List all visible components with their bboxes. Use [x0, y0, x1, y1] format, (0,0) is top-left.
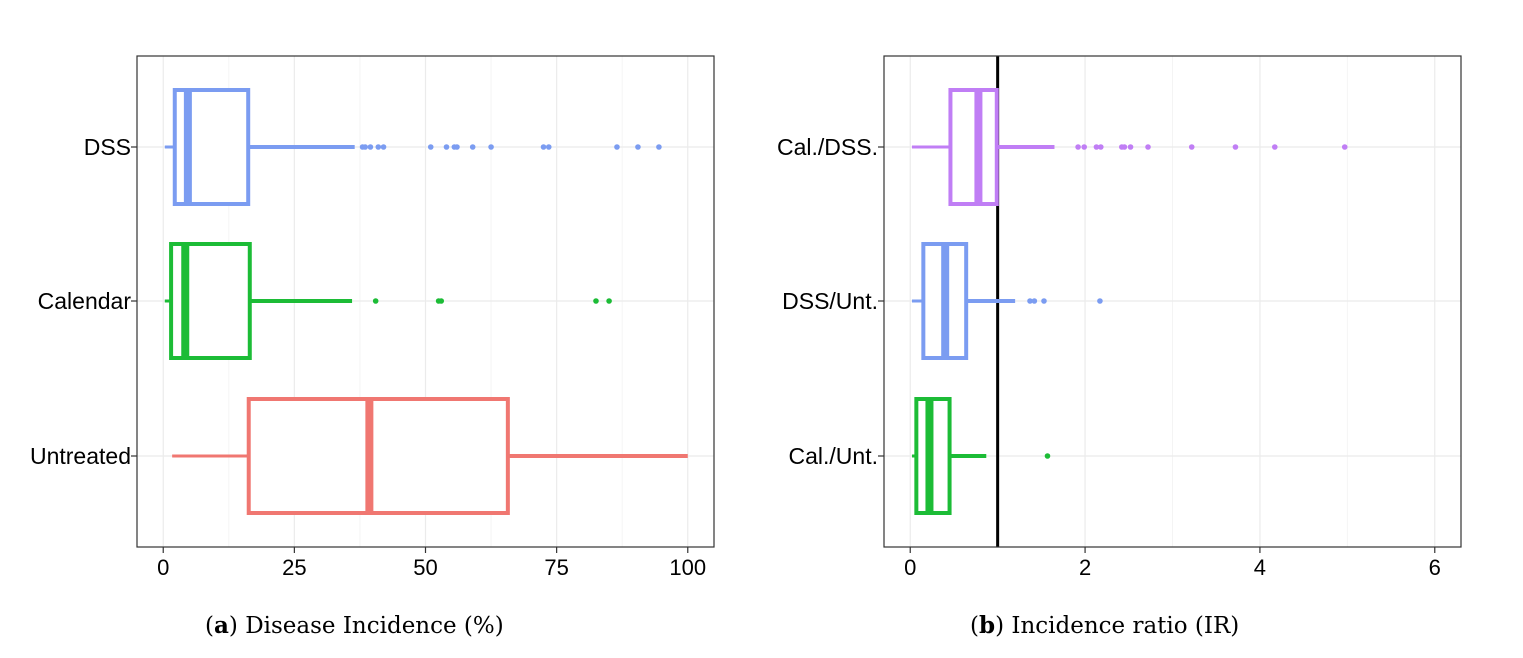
outlier-point	[1127, 144, 1134, 150]
outlier-point	[540, 144, 547, 150]
box-cal-dss	[911, 88, 1348, 206]
outlier-point	[1041, 298, 1047, 304]
outlier-point	[488, 144, 494, 150]
x-tick-label: 75	[544, 555, 568, 580]
outlier-point	[1093, 144, 1100, 150]
outlier-point	[1027, 298, 1033, 304]
y-category-label: Calendar	[38, 288, 132, 314]
outlier-point	[614, 144, 620, 150]
outlier-point	[362, 144, 368, 150]
outlier-point	[443, 144, 450, 150]
outlier-point	[1188, 144, 1195, 150]
x-tick-label: 100	[669, 555, 706, 580]
outlier-point	[427, 144, 434, 150]
outlier-point	[635, 144, 641, 150]
outlier-point	[606, 298, 612, 304]
outlier-point	[1097, 298, 1103, 304]
y-category-label: DSS	[84, 134, 131, 160]
outlier-point	[1341, 144, 1348, 150]
outlier-point	[545, 144, 552, 150]
outlier-point	[1121, 144, 1128, 150]
caption-a-letter: a	[213, 612, 229, 639]
outlier-point	[1145, 144, 1151, 150]
outlier-point	[469, 144, 476, 150]
caption-b-text: Incidence ratio (IR)	[1011, 613, 1240, 639]
outlier-point	[375, 144, 382, 150]
x-tick-label: 2	[1079, 555, 1091, 580]
y-category-label: Cal./Unt.	[789, 443, 878, 469]
outlier-point	[372, 298, 379, 304]
x-tick-label: 50	[413, 555, 437, 580]
outlier-point	[1081, 144, 1088, 150]
outlier-point	[367, 144, 374, 150]
outlier-point	[656, 144, 662, 150]
outlier-point	[1075, 144, 1081, 150]
outlier-point	[1031, 298, 1038, 304]
box-dss-unt	[911, 242, 1103, 360]
outlier-point	[1098, 144, 1104, 150]
caption-a-text: Disease Incidence (%)	[245, 613, 504, 639]
outlier-point	[454, 144, 460, 150]
boxplot-figure: 0 25 50 75 100 DSS Calendar Untreated 0 2 4 6 Cal./D…	[30, 55, 1462, 580]
x-tick-label: 0	[904, 555, 916, 580]
box-untreated	[172, 397, 688, 515]
outlier-point	[593, 298, 599, 304]
caption-a: (a) Disease Incidence (%)	[205, 612, 504, 639]
y-category-label: Untreated	[30, 443, 131, 469]
outlier-point	[438, 298, 445, 304]
box-iqr	[948, 88, 999, 206]
caption-b: (b) Incidence ratio (IR)	[970, 612, 1240, 639]
x-tick-label: 25	[282, 555, 306, 580]
panel-b: 0 2 4 6 Cal./DSS. DSS/Unt. Cal./Unt.	[777, 55, 1462, 580]
caption-b-letter: b	[978, 612, 996, 639]
outlier-point	[1044, 453, 1051, 459]
y-category-label: Cal./DSS.	[777, 134, 878, 160]
panel-a: 0 25 50 75 100 DSS Calendar Untreated	[30, 55, 715, 580]
x-tick-label: 6	[1429, 555, 1441, 580]
x-tick-label: 4	[1254, 555, 1266, 580]
box-cal-unt	[911, 397, 1051, 515]
x-tick-label: 0	[157, 555, 169, 580]
box-iqr	[246, 397, 510, 515]
outlier-point	[1271, 144, 1278, 150]
y-category-label: DSS/Unt.	[782, 288, 878, 314]
outlier-point	[1232, 144, 1239, 150]
outlier-point	[380, 144, 387, 150]
box-calendar	[164, 242, 612, 360]
box-dss	[164, 88, 662, 206]
